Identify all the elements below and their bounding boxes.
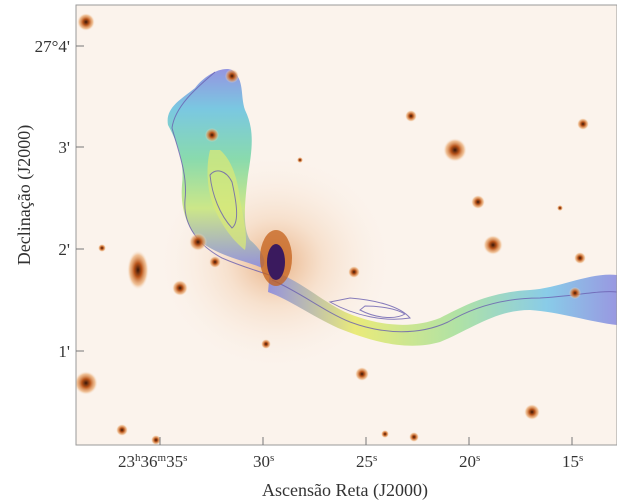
- x-axis-title: Ascensão Reta (J2000): [262, 480, 428, 501]
- radio-jet-north-core: [207, 150, 247, 250]
- galaxy-nucleus: [267, 244, 285, 280]
- y-tick-label: 2': [58, 240, 70, 259]
- y-axis-title: Declinação (J2000): [14, 125, 35, 265]
- radio-jet-west: [268, 270, 617, 346]
- x-tick-label: 15s: [562, 452, 583, 471]
- radio-contours: [171, 71, 617, 333]
- plot-frame: [75, 4, 617, 446]
- x-tick-label: 20s: [459, 452, 480, 471]
- x-tick-label: 23h36m35s: [118, 452, 187, 471]
- y-tick-label: 3': [58, 138, 70, 157]
- y-tick-label: 27°4': [35, 37, 70, 56]
- x-axis-ticks: [159, 437, 573, 445]
- x-tick-label: 30s: [253, 452, 274, 471]
- x-tick-label: 25s: [356, 452, 377, 471]
- y-axis-ticks: [76, 45, 84, 352]
- field-stars: [76, 13, 589, 445]
- y-tick-label: 1': [58, 342, 70, 361]
